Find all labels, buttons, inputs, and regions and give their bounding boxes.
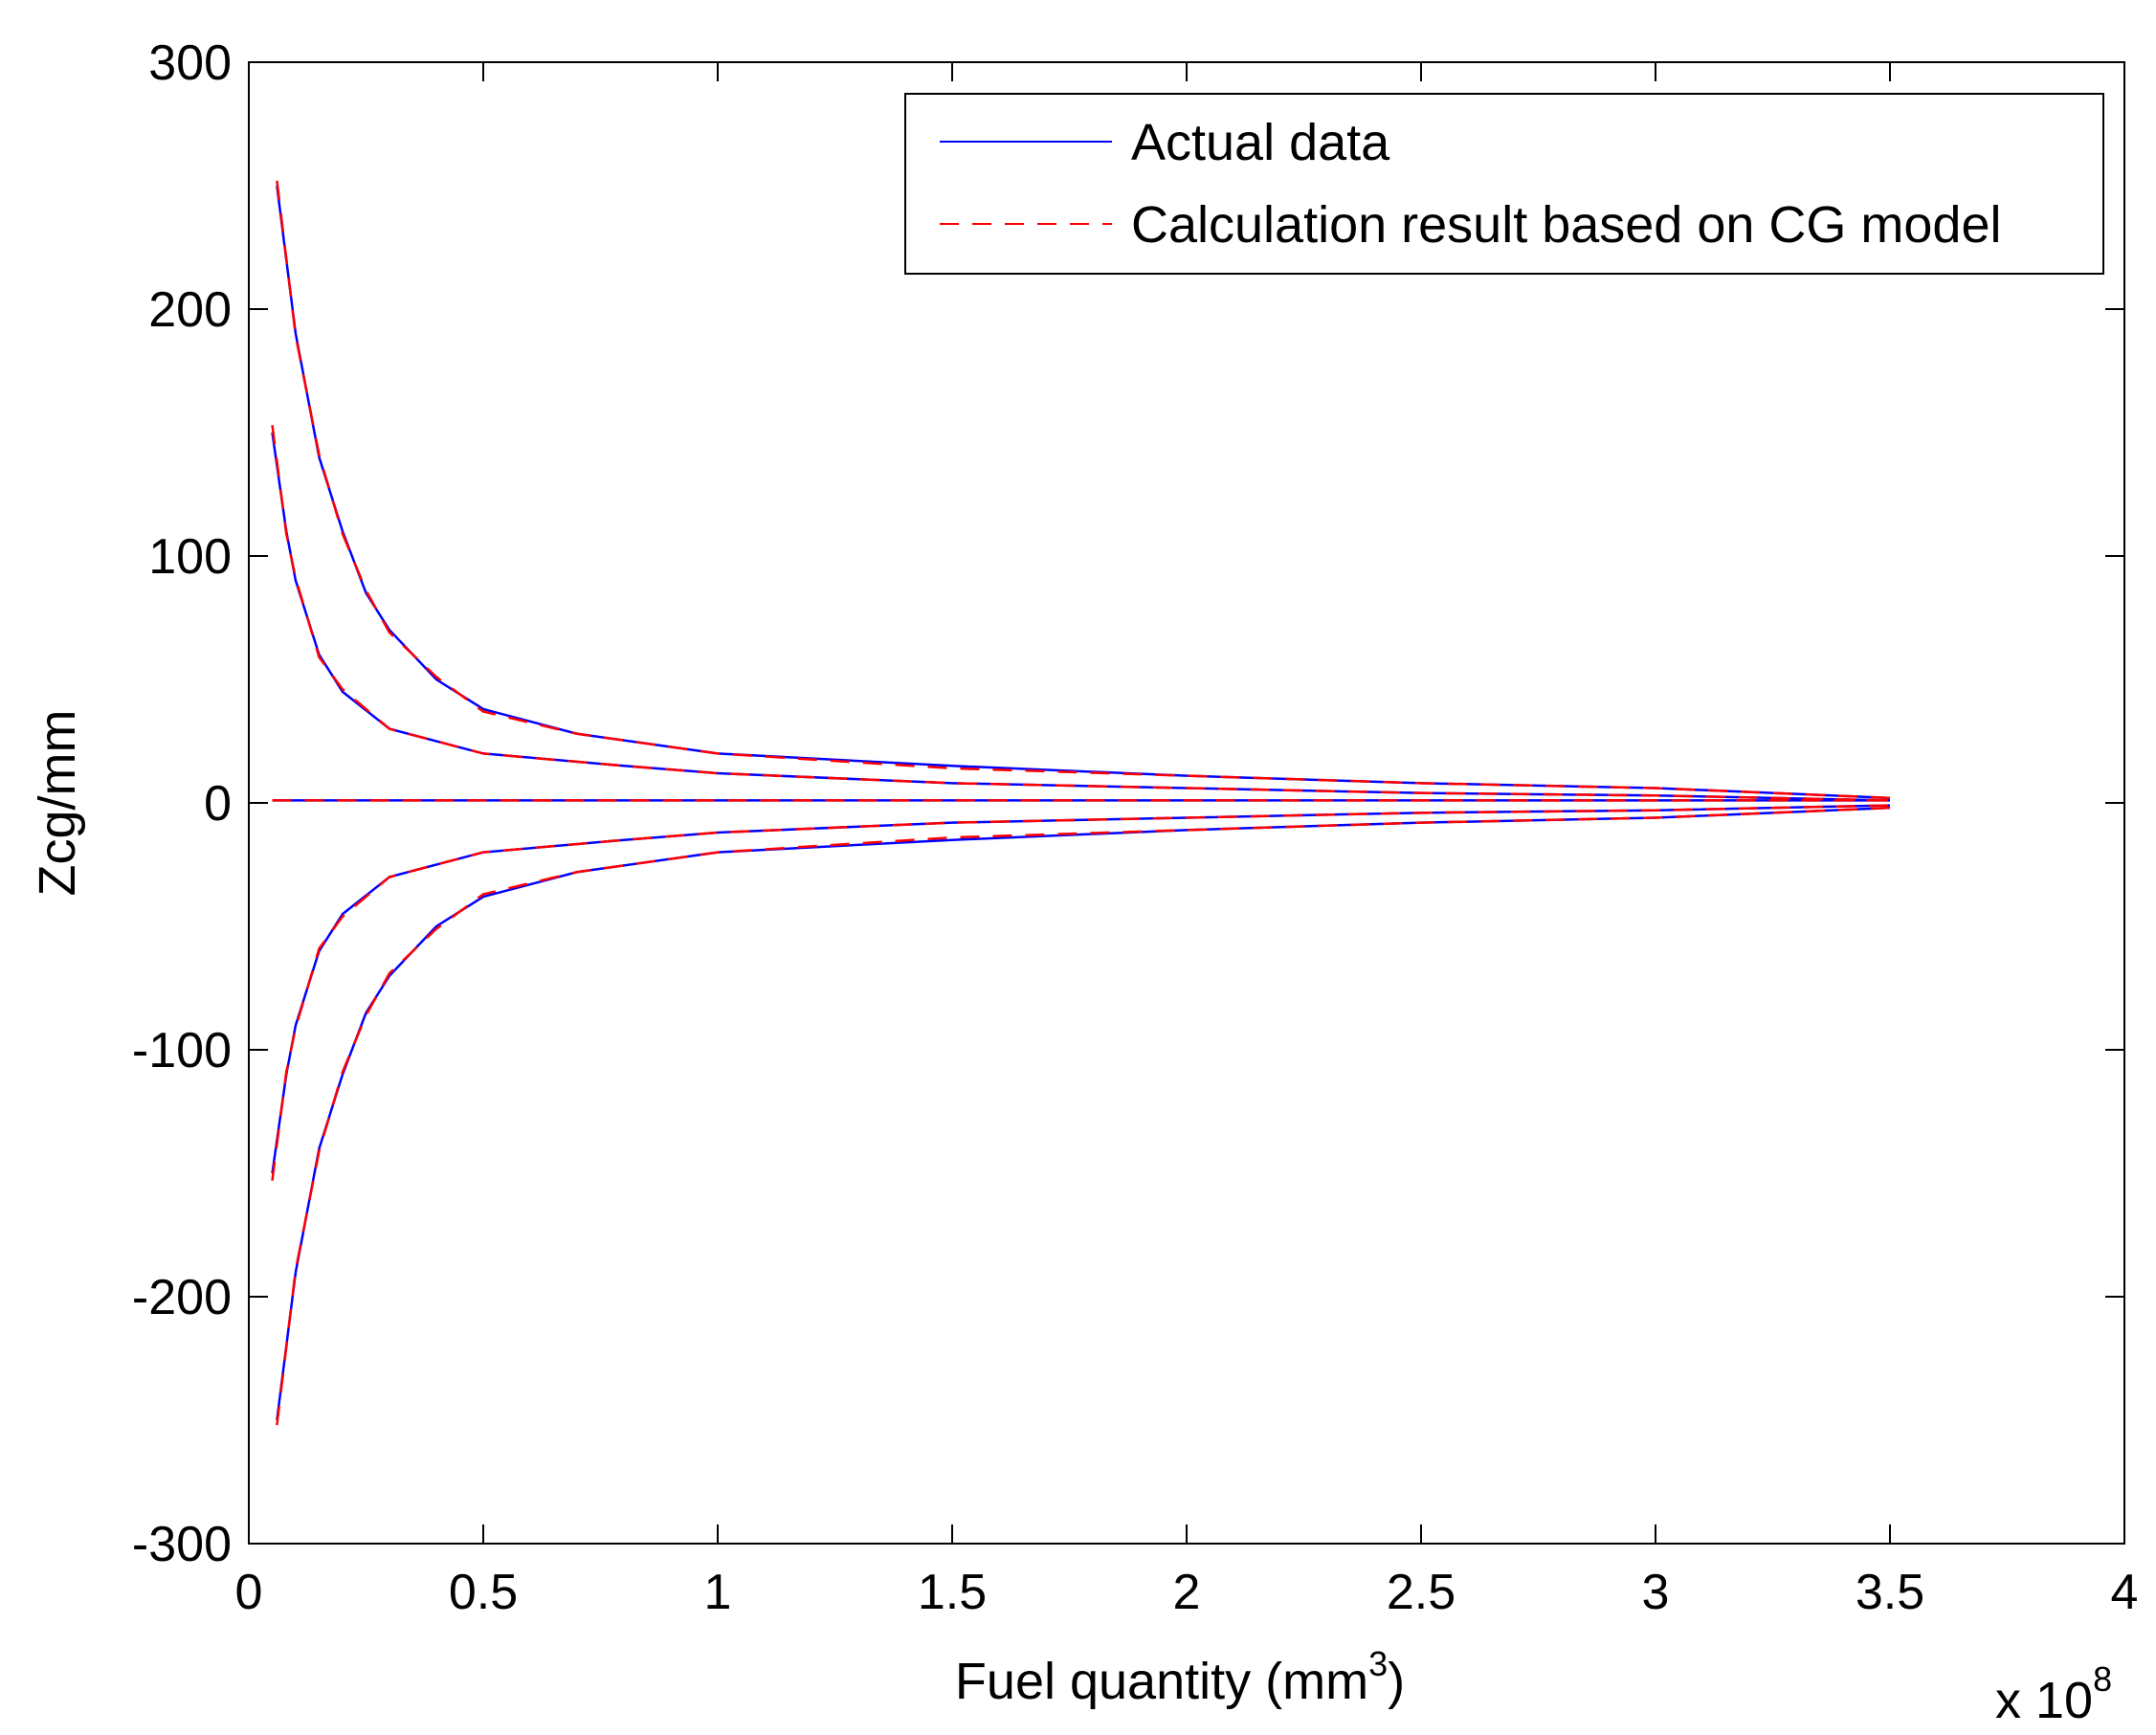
x-tick-label: 0	[235, 1565, 263, 1620]
x-tick-label: 2	[1173, 1565, 1201, 1620]
y-tick-label: 200	[148, 282, 232, 338]
series-calculated-branch-1	[271, 425, 1891, 802]
legend-label-actual: Actual data	[1131, 114, 1390, 171]
x-multiplier: x 108	[1995, 1659, 2112, 1729]
x-tick-label: 2.5	[1387, 1565, 1456, 1620]
series-calculated-branch-0	[276, 180, 1891, 800]
series-calculated-branch-4	[276, 806, 1891, 1426]
y-tick-label: -300	[132, 1517, 232, 1572]
y-tick-label: 300	[148, 35, 232, 91]
legend-label-calculated: Calculation result based on CG model	[1131, 196, 2001, 254]
y-tick-label: 100	[148, 529, 232, 585]
legend: Actual data Calculation result based on …	[904, 93, 2104, 275]
plot-area	[248, 61, 2125, 1545]
legend-box	[904, 93, 2104, 275]
series-calculated-branch-3	[271, 804, 1891, 1181]
x-tick-label: 4	[2111, 1565, 2139, 1620]
x-tick-label: 3	[1642, 1565, 1670, 1620]
y-tick-label: -100	[132, 1023, 232, 1079]
x-tick-label: 1.5	[918, 1565, 987, 1620]
x-tick-label: 1	[704, 1565, 732, 1620]
y-tick-label: -200	[132, 1270, 232, 1325]
x-tick-label: 3.5	[1856, 1565, 1924, 1620]
y-axis-label: Zcg/mm	[29, 710, 86, 897]
y-tick-label: 0	[204, 776, 232, 832]
x-axis-label: Fuel quantity (mm3)	[955, 1644, 1405, 1710]
x-tick-label: 0.5	[449, 1565, 518, 1620]
